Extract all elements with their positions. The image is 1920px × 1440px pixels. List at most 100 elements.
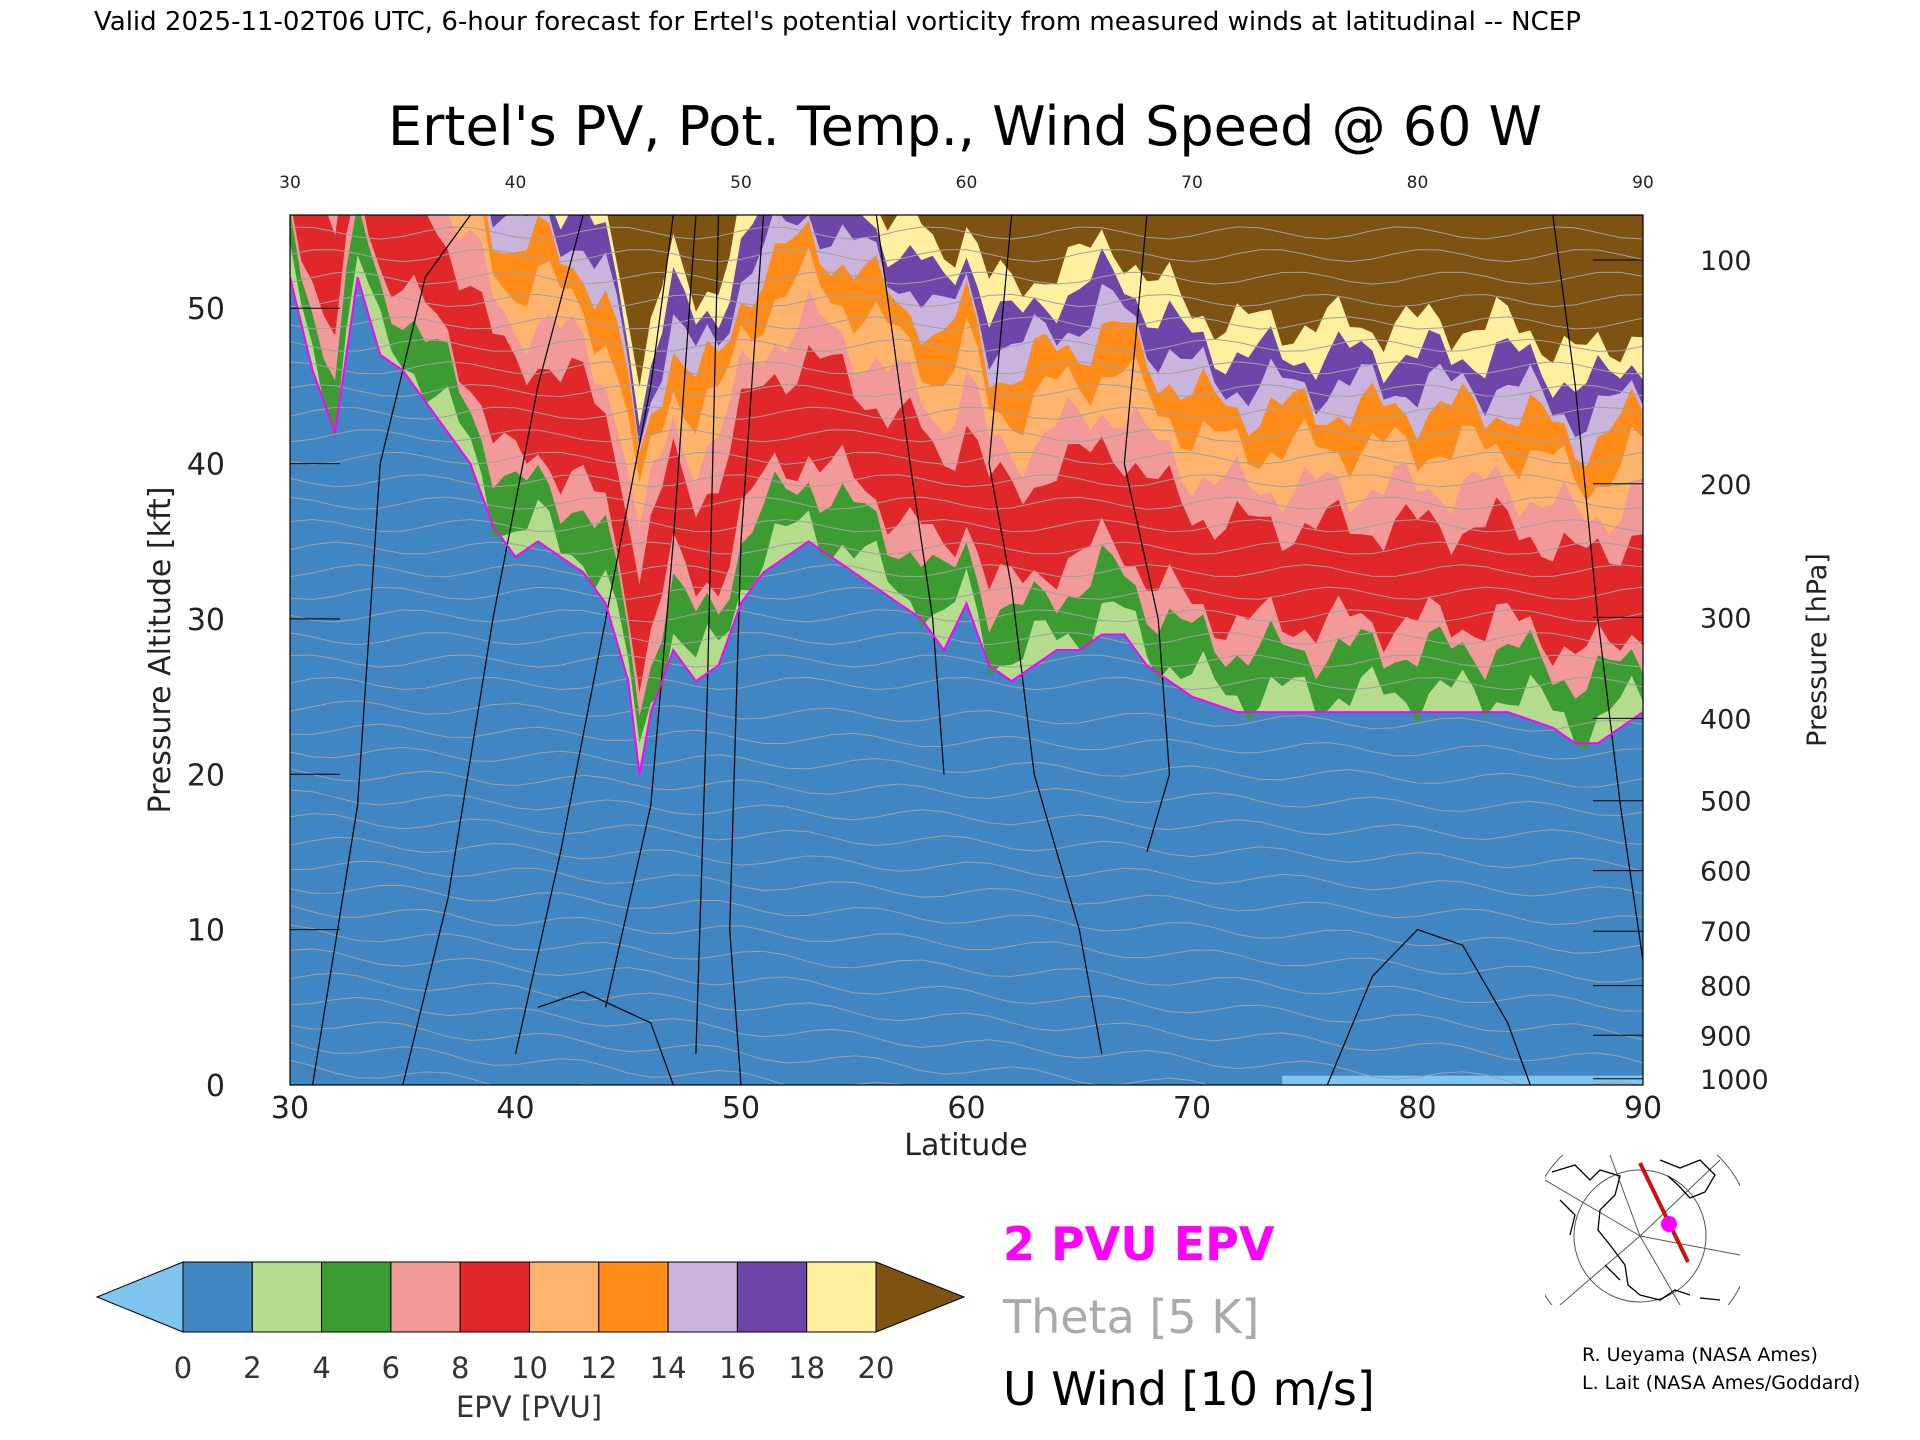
theta-contour (290, 271, 1643, 285)
right-y-tick-labels: 100 200 300 400 500 600 700 800 900 1000 (1593, 246, 1769, 1096)
y-axis-label-right: Pressure [hPa] (1802, 553, 1833, 747)
plot-area (289, 214, 1644, 1086)
right-y-tick-label: 900 (1700, 1021, 1752, 1052)
top-x-tick-label: 50 (730, 173, 752, 193)
colorbar-tick-label: 6 (382, 1351, 400, 1385)
theta-contour (290, 884, 1643, 954)
right-y-tick-label: 600 (1700, 857, 1752, 888)
epv-band-surface (1282, 1075, 1643, 1085)
valid-header: Valid 2025-11-02T06 UTC, 6-hour forecast… (94, 7, 1581, 37)
wind-contour (1326, 928, 1531, 1085)
wind-contour (537, 991, 674, 1085)
top-x-tick-labels: 30 40 50 60 70 80 90 (279, 173, 1654, 193)
colorbar: 0 2 4 6 8 10 12 14 16 18 20 EPV [PVU] (95, 1261, 966, 1424)
wind-contour (1123, 215, 1171, 853)
top-x-tick-label: 30 (279, 173, 301, 193)
theta-contour (290, 700, 1643, 732)
credit-1: R. Ueyama (NASA Ames) (1582, 1344, 1818, 1366)
theta-contour (290, 723, 1643, 760)
y-axis-label-left: Pressure Altitude [kft] (143, 487, 178, 814)
theta-contour (290, 860, 1643, 926)
left-y-tick-label: 30 (187, 603, 225, 638)
theta-contours (290, 226, 1643, 1085)
u-wind-contours (312, 215, 1643, 1085)
theta-contour (290, 586, 1643, 600)
colorbar-bin (390, 1261, 461, 1333)
top-x-tick-label: 90 (1632, 173, 1654, 193)
theta-contour (290, 1041, 904, 1085)
colorbar-tick-label: 0 (174, 1351, 192, 1385)
colorbar-bin (598, 1261, 669, 1333)
legend: 2 PVU EPV Theta [5 K] U Wind [10 m/s] (1002, 1217, 1375, 1416)
theta-contour (290, 746, 1643, 788)
colorbar-over-triangle (875, 1261, 966, 1333)
left-y-tick-label: 40 (187, 448, 225, 483)
theta-contour (290, 496, 1643, 510)
map-cross-section-track (1638, 1162, 1690, 1263)
colorbar-bin (182, 1261, 253, 1333)
right-y-tick-label: 400 (1700, 704, 1752, 735)
bottom-x-tick-label: 60 (947, 1091, 985, 1126)
colorbar-bins (182, 1261, 877, 1333)
wind-contour (514, 215, 674, 1055)
legend-theta: Theta [5 K] (1002, 1290, 1259, 1344)
wind-contour (402, 215, 584, 1085)
colorbar-bin (736, 1261, 808, 1333)
theta-contour (290, 813, 1643, 872)
colorbar-bin (321, 1261, 392, 1333)
locator-map (1545, 1155, 1740, 1305)
theta-contour (290, 429, 1643, 443)
theta-contour (290, 924, 1643, 1012)
theta-contour (290, 996, 1643, 1085)
colorbar-tick-label: 18 (788, 1351, 825, 1385)
theta-contour (290, 338, 1643, 352)
theta-contour (290, 609, 1643, 623)
theta-contour (290, 972, 1643, 1064)
map-coastlines (1551, 1159, 1721, 1301)
colorbar-label: EPV [PVU] (456, 1390, 602, 1424)
right-y-tick-label: 300 (1700, 603, 1752, 634)
theta-contour (290, 249, 1643, 263)
theta-contour (290, 631, 1643, 646)
theta-contour (290, 836, 1643, 897)
right-y-tick-label: 500 (1700, 787, 1752, 818)
theta-contour (290, 789, 1643, 845)
theta-contour (290, 361, 1643, 375)
colorbar-tick-label: 10 (511, 1351, 548, 1385)
theta-contour (290, 474, 1643, 488)
colorbar-under-triangle (95, 1261, 184, 1333)
bottom-x-tick-label: 30 (271, 1091, 309, 1126)
colorbar-tick-label: 4 (312, 1351, 330, 1385)
theta-contour (290, 768, 1643, 817)
bottom-x-tick-label: 90 (1624, 1091, 1662, 1126)
colorbar-bin (459, 1261, 531, 1333)
colorbar-tick-label: 12 (580, 1351, 617, 1385)
wind-contour (875, 215, 945, 775)
wind-contour (988, 215, 1103, 1055)
bottom-x-tick-label: 80 (1398, 1091, 1436, 1126)
colorbar-tick-label: 8 (451, 1351, 469, 1385)
right-y-tick-label: 700 (1700, 917, 1752, 948)
theta-contour (290, 226, 1643, 240)
wind-contour (695, 215, 720, 1054)
bottom-x-tick-label: 70 (1173, 1091, 1211, 1126)
colorbar-tick-label: 16 (719, 1351, 756, 1385)
theta-contour (290, 293, 1643, 308)
theta-contour (290, 1021, 1211, 1085)
theta-contour (290, 406, 1643, 420)
legend-epv: 2 PVU EPV (1003, 1217, 1275, 1271)
theta-contour (290, 904, 1643, 983)
credit-2: L. Lait (NASA Ames/Goddard) (1582, 1372, 1860, 1394)
wind-contour (729, 215, 765, 1085)
map-center-point (1661, 1216, 1677, 1232)
right-y-tick-label: 800 (1700, 972, 1752, 1003)
theta-contour (290, 564, 1643, 578)
bottom-x-tick-label: 50 (722, 1091, 760, 1126)
colorbar-bin (529, 1261, 600, 1333)
colorbar-tick-label: 2 (243, 1351, 261, 1385)
left-y-tick-label: 20 (187, 758, 225, 793)
theta-contour (290, 451, 1643, 465)
plot-frame (289, 214, 1644, 1086)
epv-band-10 (607, 215, 1643, 388)
top-x-tick-label: 60 (956, 173, 978, 193)
